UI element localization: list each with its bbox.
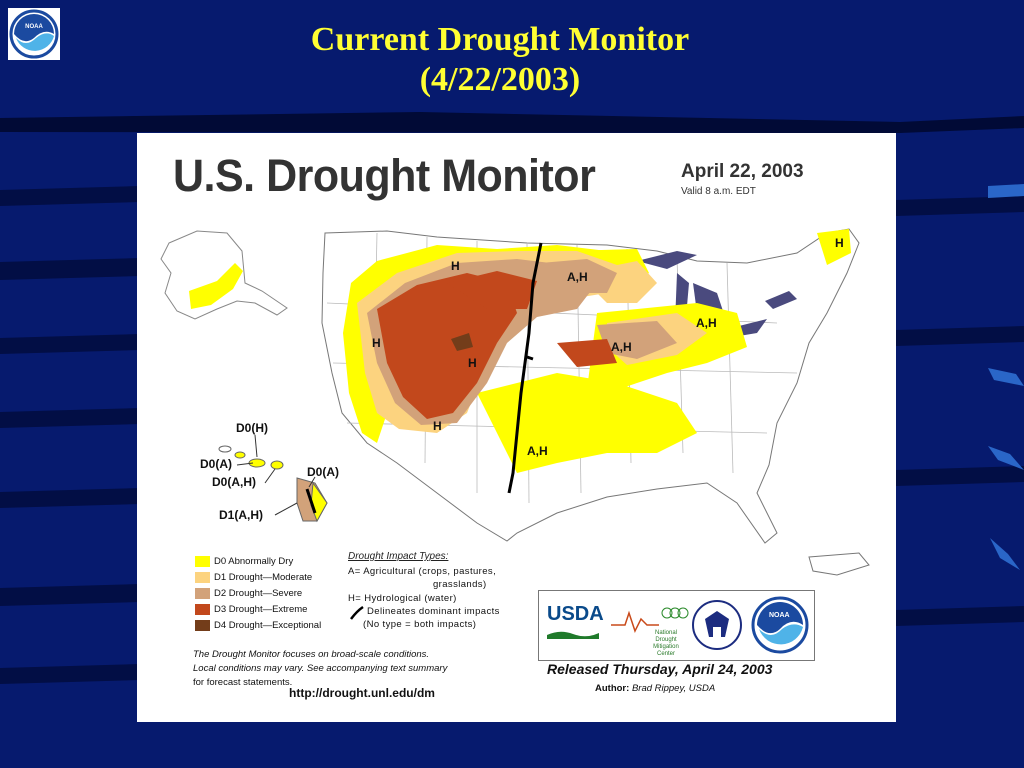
svg-text:NOAA: NOAA [25,24,43,30]
legend-label: D4 Drought—Exceptional [214,619,322,631]
hawaii-label: D0(A) [200,457,232,471]
impact-type-a-cont: grasslands) [433,579,487,590]
legend-label: D0 Abnormally Dry [214,555,294,567]
impact-label: A,H [611,340,632,354]
alaska-d0 [189,263,243,309]
legend-swatch [195,555,210,567]
legend-label: D2 Drought—Severe [214,587,303,599]
impact-types-heading: Drought Impact Types: [348,551,449,562]
hawaii-label: D0(A,H) [212,475,256,489]
note-line: The Drought Monitor focuses on broad-sca… [193,649,430,660]
noaa-seal-text: NOAA [769,612,790,619]
d4-exceptional [451,333,473,351]
note-line: for forecast statements. [193,677,293,688]
release-date: Released Thursday, April 24, 2003 [547,661,773,677]
usda-wave-icon [547,631,599,639]
ndmc-logo-icon [611,607,689,633]
legend-swatch [195,603,210,615]
legend-item-d1: D1 Drought—Moderate [195,570,312,584]
legend-item-d3: D3 Drought—Extreme [195,602,307,616]
map-heading: U.S. Drought Monitor [173,151,596,202]
hawaii-islands [218,445,328,523]
d3-extreme [377,271,617,419]
drought-monitor-map: U.S. Drought Monitor April 22, 2003 Vali… [137,133,896,722]
legend-item-d4: D4 Drought—Exceptional [195,618,321,632]
impact-label: A,H [527,444,548,458]
impact-label: H [468,356,477,370]
impact-type-h: H= Hydrological (water) [348,593,457,604]
impact-label: A,H [567,270,588,284]
impact-label: H [433,419,442,433]
impact-label: H [451,259,460,273]
map-date: April 22, 2003 [681,161,804,182]
hawaii-leader-lines [236,434,316,516]
puerto-rico [808,552,870,576]
legend-item-d0: D0 Abnormally Dry [195,554,293,568]
impact-label: H [835,236,844,250]
us-drought-map-graphic [160,228,870,620]
legend-swatch [195,571,210,583]
legend-label: D1 Drought—Moderate [214,571,313,583]
author-label: Author: [595,683,630,694]
impact-delineation-lines [507,242,543,494]
slide-title-line1: Current Drought Monitor [310,21,690,58]
legend-item-d2: D2 Drought—Severe [195,586,302,600]
source-url[interactable]: http://drought.unl.edu/dm [289,686,435,700]
usda-logo: USDA [547,603,604,625]
slide-title-line2: (4/22/2003) [419,61,581,98]
author-name: Brad Rippey, USDA [631,683,716,694]
impact-none-label: (No type = both impacts) [363,619,477,630]
hawaii-label: D0(A) [307,465,339,479]
seal-icon [692,600,742,650]
impact-line-icon [350,605,364,620]
impact-label: A,H [696,316,717,330]
noaa-logo: NOAA [8,8,60,60]
impact-label: H [372,336,381,350]
legend-label: D3 Drought—Extreme [214,603,308,615]
impact-type-a: A= Agricultural (crops, pastures, [348,566,497,577]
author-line: Author: Brad Rippey, USDA [595,683,715,694]
legend-swatch [195,587,210,599]
impact-line-label: Delineates dominant impacts [367,606,500,617]
hawaii-label: D1(A,H) [219,508,263,522]
note-line: Local conditions may vary. See accompany… [193,663,448,674]
slide-title: Current Drought Monitor (4/22/2003) [0,20,1000,100]
legend-swatch [195,619,210,631]
ndmc-logo-text: National Drought Mitigation Center [653,630,679,657]
hawaii-label: D0(H) [236,421,268,435]
noaa-seal-icon [751,596,809,654]
map-valid-time: Valid 8 a.m. EDT [681,186,756,197]
agency-logos: USDA National Drought Mitigation Center … [538,590,815,661]
